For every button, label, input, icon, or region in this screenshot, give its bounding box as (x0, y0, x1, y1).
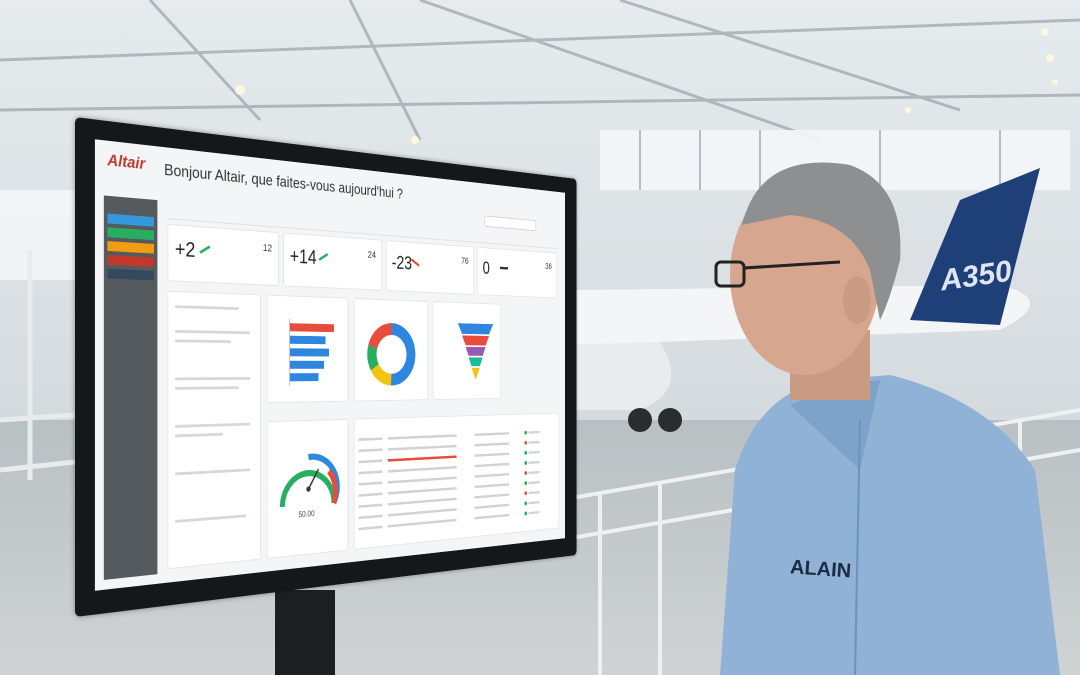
shirt-label: ALAIN (789, 556, 851, 582)
